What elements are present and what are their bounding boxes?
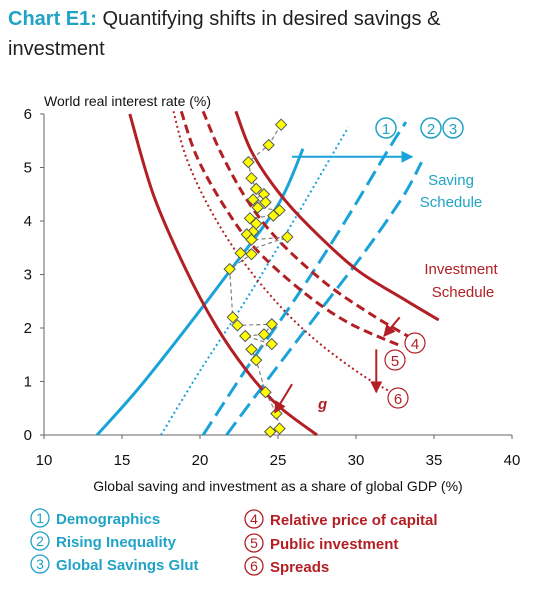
- scatter-point: [263, 425, 277, 438]
- scatter-point: [259, 196, 272, 209]
- x-tick-label: 10: [36, 452, 53, 469]
- marker-6: 6: [394, 391, 402, 408]
- scatter-point: [245, 233, 258, 246]
- y-tick-label: 4: [24, 213, 32, 230]
- scatter-point: [274, 118, 288, 131]
- legend-label-rising-inequality: Rising Inequality: [56, 534, 177, 551]
- y-tick-label: 0: [24, 427, 32, 444]
- y-tick-label: 6: [24, 106, 32, 123]
- investment-schedule-label-line1: Investment: [424, 261, 498, 278]
- y-tick-label: 1: [24, 374, 32, 391]
- x-tick-label: 25: [270, 452, 287, 469]
- investment-shift-arrow: [274, 383, 293, 414]
- marker-5: 5: [391, 353, 399, 370]
- schedule-curves: [95, 110, 440, 436]
- scatter-point: [245, 343, 258, 356]
- y-axis-label: World real interest rate (%): [44, 93, 211, 109]
- legend-item-demographics: 1 Demographics: [30, 508, 160, 528]
- investment-shift-arrow: [383, 316, 401, 337]
- saving-schedule-label-line1: Saving: [428, 172, 474, 189]
- marker-3: 3: [449, 121, 457, 138]
- x-axis-label: Global saving and investment as a share …: [93, 478, 462, 494]
- legend-num-4: 4: [250, 511, 258, 527]
- y-tick-label: 3: [24, 267, 32, 284]
- scatter-points: [223, 118, 294, 438]
- legend-num-1: 1: [36, 510, 44, 526]
- saving-curve-dashed: [225, 161, 423, 436]
- scatter-point: [231, 319, 244, 332]
- legend-num-3: 3: [36, 556, 44, 572]
- scatter-point: [245, 247, 258, 261]
- scatter-point: [265, 337, 278, 351]
- x-tick-label: 30: [348, 452, 365, 469]
- investment-curve-solid: [128, 113, 318, 436]
- saving-curve-dotted: [160, 126, 350, 436]
- scatter-point: [257, 328, 271, 341]
- marker-2: 2: [427, 121, 435, 138]
- chart-title-text: Quantifying shifts in desired savings & …: [8, 8, 441, 60]
- scatter-point: [267, 209, 280, 222]
- scatter-point: [249, 182, 263, 196]
- scatter-point: [259, 385, 272, 399]
- scatter-point: [239, 329, 252, 343]
- saving-schedule-label-line2: Schedule: [420, 194, 483, 211]
- investment-curve-dotted: [172, 111, 402, 399]
- scatter-point: [246, 193, 260, 206]
- scatter-point: [251, 201, 264, 214]
- scatter-point: [262, 138, 275, 152]
- legend: 1 Demographics 2 Rising Inequality 3 Glo…: [30, 508, 438, 576]
- legend-label-demographics: Demographics: [56, 511, 160, 528]
- investment-schedule-label-line2: Schedule: [432, 284, 495, 301]
- investment-curve-markers: 4 5 6: [384, 332, 426, 409]
- legend-num-5: 5: [250, 535, 258, 551]
- investment-curve-dashed: [179, 110, 404, 349]
- legend-item-public-investment: 5 Public investment: [244, 533, 398, 553]
- x-tick-label: 15: [114, 452, 131, 469]
- legend-item-spreads: 6 Spreads: [244, 556, 329, 576]
- scatter-point: [273, 422, 286, 435]
- legend-num-6: 6: [250, 558, 258, 574]
- legend-label-relative-price-of-capital: Relative price of capital: [270, 512, 438, 529]
- investment-curve-solid: [234, 110, 440, 322]
- scatter-point: [223, 262, 236, 276]
- legend-item-relative-price-of-capital: 4 Relative price of capital: [244, 509, 438, 529]
- scatter-point: [242, 155, 255, 169]
- marker-1: 1: [382, 121, 390, 138]
- saving-curve-markers: 1 2 3: [375, 117, 464, 139]
- x-tick-label: 20: [192, 452, 209, 469]
- marker-4: 4: [411, 336, 419, 353]
- saving-curve-dashed: [201, 121, 408, 436]
- shift-arrows: [274, 150, 414, 414]
- scatter-point: [281, 230, 294, 244]
- legend-label-public-investment: Public investment: [270, 536, 398, 553]
- legend-label-global-savings-glut: Global Savings Glut: [56, 557, 199, 574]
- legend-label-spreads: Spreads: [270, 559, 329, 576]
- legend-item-global-savings-glut: 3 Global Savings Glut: [30, 554, 199, 574]
- x-tick-label: 35: [426, 452, 443, 469]
- g-label: g: [317, 396, 327, 413]
- scatter-point: [226, 311, 239, 324]
- x-tick-label: 40: [504, 452, 521, 469]
- saving-curve-solid: [95, 148, 305, 436]
- y-tick-label: 2: [24, 320, 32, 337]
- scatter-point: [245, 171, 258, 185]
- legend-num-2: 2: [36, 533, 44, 549]
- chart-title: Chart E1: Quantifying shifts in desired …: [8, 4, 534, 64]
- scatter-point: [234, 246, 247, 260]
- investment-curve-dashed: [201, 110, 413, 340]
- scatter-point: [249, 353, 263, 367]
- legend-item-rising-inequality: 2 Rising Inequality: [30, 531, 177, 551]
- y-tick-label: 5: [24, 160, 32, 177]
- chart-title-label: Chart E1:: [8, 8, 97, 30]
- scatter-point: [265, 318, 278, 331]
